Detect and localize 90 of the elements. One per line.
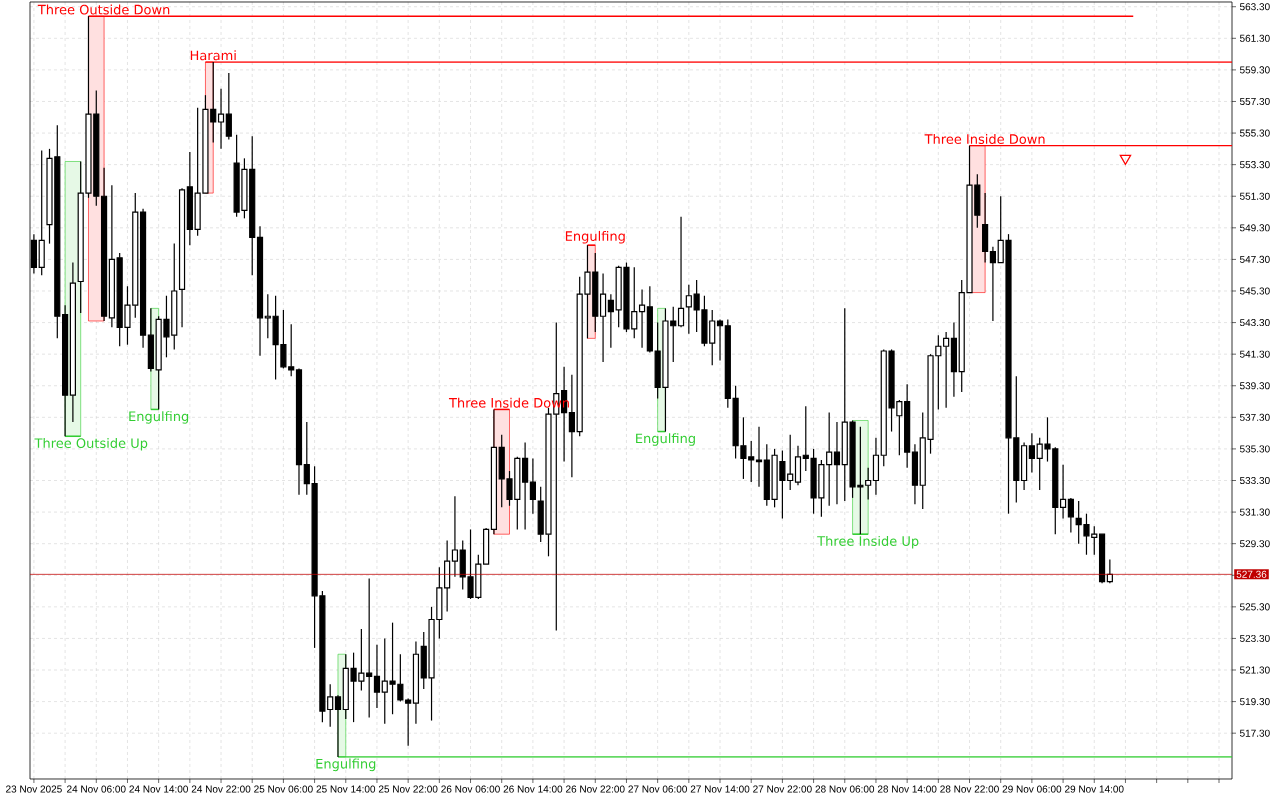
candlestick xyxy=(490,408,498,535)
x-tick-label: 28 Nov 14:00 xyxy=(877,785,937,793)
y-tick-label: 523.30 xyxy=(1239,634,1270,642)
x-tick-label: 27 Nov 14:00 xyxy=(690,785,750,793)
y-tick-label: 559.30 xyxy=(1239,66,1270,74)
candlestick xyxy=(989,246,996,322)
y-tick-label: 543.30 xyxy=(1239,319,1270,327)
x-tick-label: 29 Nov 06:00 xyxy=(1002,785,1062,793)
candlestick xyxy=(444,539,451,613)
y-tick-label: 533.30 xyxy=(1239,476,1270,485)
series-label: Three Inside Up xyxy=(817,535,919,549)
y-tick-label: 539.30 xyxy=(1239,382,1270,390)
x-tick-label: 27 Nov 06:00 xyxy=(628,785,687,793)
candlestick xyxy=(982,192,989,264)
candlestick xyxy=(62,304,69,437)
y-tick-label: 547.30 xyxy=(1239,255,1270,263)
candlestick xyxy=(677,216,685,328)
candlestick xyxy=(256,225,264,357)
x-tick-label: 26 Nov 14:00 xyxy=(503,785,563,793)
y-tick-label: 549.30 xyxy=(1239,224,1270,232)
series-label: Three Outside Up xyxy=(34,437,148,451)
candlestick xyxy=(1067,497,1074,534)
candlestick xyxy=(607,293,614,349)
x-tick-label: 27 Nov 22:00 xyxy=(753,785,812,793)
series-label: Three Inside Down xyxy=(924,133,1045,144)
y-tick-label: 517.30 xyxy=(1239,729,1270,737)
y-tick-label: 535.30 xyxy=(1239,445,1270,453)
candlestick xyxy=(638,288,646,349)
y-tick-label: 525.30 xyxy=(1239,603,1270,611)
candlestick xyxy=(872,437,880,496)
y-tick-label: 557.30 xyxy=(1239,97,1270,106)
series-label: Engulfing xyxy=(565,230,625,244)
y-tick-label: 561.30 xyxy=(1239,34,1270,42)
candlestick xyxy=(100,167,108,322)
series-label: Engulfing xyxy=(636,433,695,446)
ref-line-label: 527.36 xyxy=(1236,570,1267,578)
candlestick xyxy=(716,318,724,362)
candlestick xyxy=(147,307,154,373)
x-tick-label: 24 Nov 14:00 xyxy=(129,785,188,793)
candlestick xyxy=(451,495,459,578)
candlestick xyxy=(1021,442,1028,491)
y-tick-label: 541.30 xyxy=(1239,350,1270,358)
candlestick xyxy=(295,367,303,496)
candlestick xyxy=(178,187,186,328)
y-tick-label: 537.30 xyxy=(1239,413,1270,421)
y-tick-label: 521.30 xyxy=(1239,666,1270,674)
candlestick xyxy=(943,331,950,409)
y-tick-label: 551.30 xyxy=(1239,192,1270,200)
x-tick-label: 24 Nov 22:00 xyxy=(191,785,251,793)
series-label: Engulfing xyxy=(316,758,376,772)
y-tick-label: 519.30 xyxy=(1239,698,1270,706)
series-label: Engulfing xyxy=(129,411,189,424)
x-tick-label: 28 Nov 22:00 xyxy=(940,785,999,793)
y-tick-label: 529.30 xyxy=(1239,540,1270,548)
candlestick xyxy=(1028,432,1035,474)
candlestick xyxy=(108,184,115,328)
x-tick-label: 26 Nov 22:00 xyxy=(566,785,625,793)
candlestick xyxy=(334,694,342,758)
candlestick xyxy=(911,443,919,505)
x-tick-label: 25 Nov 06:00 xyxy=(254,785,313,793)
x-tick-label: 28 Nov 06:00 xyxy=(815,785,875,793)
y-tick-label: 545.30 xyxy=(1239,287,1270,295)
x-tick-label: 26 Nov 06:00 xyxy=(441,785,500,793)
candlestick xyxy=(794,445,802,486)
x-tick-label: 29 Nov 14:00 xyxy=(1065,785,1124,793)
x-tick-label: 23 Nov 2025 xyxy=(6,785,62,793)
candlestick xyxy=(950,321,958,398)
y-tick-label: 553.30 xyxy=(1239,161,1270,169)
y-tick-label: 563.30 xyxy=(1239,3,1270,11)
x-tick-label: 25 Nov 14:00 xyxy=(316,785,376,793)
candlestick xyxy=(412,640,420,725)
candlestick xyxy=(568,374,575,478)
candlestick xyxy=(139,208,147,349)
y-tick-label: 531.30 xyxy=(1239,508,1270,516)
y-tick-label: 555.30 xyxy=(1239,129,1270,137)
x-tick-label: 25 Nov 22:00 xyxy=(378,785,438,793)
candlestick xyxy=(646,285,653,354)
candlestick xyxy=(373,644,381,709)
x-tick-label: 24 Nov 06:00 xyxy=(67,785,126,793)
candlestick xyxy=(217,88,225,150)
series-label: Harami xyxy=(190,50,236,61)
candlestick xyxy=(599,273,607,363)
candlestick xyxy=(529,457,536,515)
candlestick xyxy=(755,426,763,488)
series-label: Three Outside Down xyxy=(37,4,170,15)
candlestick xyxy=(69,261,76,423)
candlestick xyxy=(904,383,911,469)
candlestick xyxy=(833,421,841,505)
candlestick xyxy=(522,442,529,531)
candlestick xyxy=(1059,464,1067,520)
